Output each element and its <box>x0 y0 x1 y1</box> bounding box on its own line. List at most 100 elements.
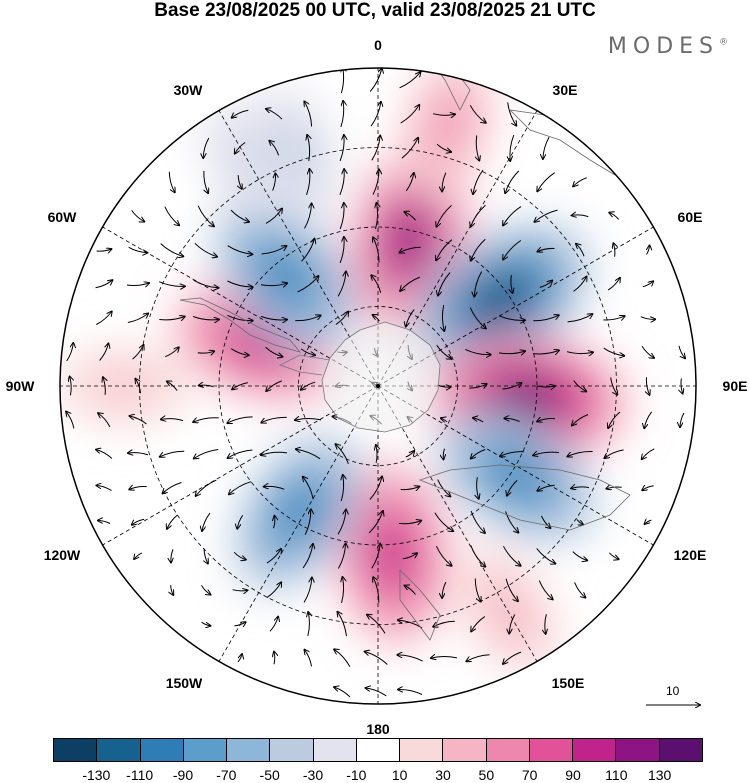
wind-vector <box>539 281 552 288</box>
wind-vector <box>227 280 252 287</box>
wind-vector <box>260 283 287 285</box>
wind-vector <box>163 482 182 494</box>
anomaly-fill-layer <box>60 68 629 677</box>
wind-vector <box>229 481 252 495</box>
wind-vector <box>269 141 280 156</box>
wind-vector <box>603 347 624 356</box>
wind-vector <box>203 137 210 158</box>
wind-vector <box>197 351 214 353</box>
colorbar-tick-label: 130 <box>647 767 672 783</box>
map-border <box>59 67 697 705</box>
wind-vector <box>537 484 555 491</box>
wind-vector <box>405 173 414 192</box>
wind-vector <box>339 169 344 195</box>
wind-vector <box>370 102 381 127</box>
wind-vector <box>339 203 344 230</box>
wind-vector <box>678 345 685 358</box>
wind-vector <box>127 314 148 323</box>
wind-vector <box>369 68 382 92</box>
wind-vector <box>567 314 593 323</box>
wind-vector <box>642 281 653 288</box>
wind-vector <box>572 414 589 426</box>
wind-vector <box>303 578 312 603</box>
colorbar-cell <box>356 739 401 761</box>
wind-vector <box>261 246 287 255</box>
colorbar-tick-label: -130 <box>82 767 111 783</box>
wind-vector <box>433 620 455 627</box>
wind-vector <box>644 411 653 428</box>
lon-label-60w: 60W <box>48 209 78 225</box>
colorbar-cell <box>443 739 487 761</box>
wind-vector <box>274 652 275 665</box>
wind-vector <box>609 213 620 220</box>
wind-vector <box>167 381 178 391</box>
wind-vector <box>132 345 144 360</box>
colorbar-cell <box>659 739 702 761</box>
wind-vector <box>400 487 420 490</box>
wind-vector <box>265 346 283 356</box>
lon-label-0: 0 <box>374 37 382 53</box>
wind-vector <box>171 549 173 563</box>
wind-vector <box>537 418 555 421</box>
wind-vector <box>171 585 174 595</box>
wind-vector <box>442 172 447 192</box>
wind-vector <box>365 652 388 665</box>
wind-vector <box>103 377 105 395</box>
colorbar-cell <box>270 739 314 761</box>
wind-vector <box>202 512 211 531</box>
wind-vector <box>227 245 253 255</box>
wind-vector <box>432 114 455 116</box>
wind-vector <box>70 377 72 396</box>
wind-vector <box>296 449 321 460</box>
wind-vector <box>376 445 377 464</box>
wind-vector <box>306 169 310 196</box>
wind-vector <box>608 552 618 559</box>
lon-label-180: 180 <box>366 721 390 737</box>
wind-vector <box>405 451 414 458</box>
wind-vector <box>474 271 483 297</box>
colorbar-cell <box>529 739 574 761</box>
colorbar-cell <box>227 739 271 761</box>
wind-vector <box>158 281 185 287</box>
wind-vector <box>436 344 452 359</box>
wind-vector <box>238 175 242 189</box>
wind-vector <box>504 418 520 423</box>
colorbar-cell <box>183 739 228 761</box>
wind-vector <box>640 316 655 320</box>
wind-vector <box>372 169 379 195</box>
colorbar-tick-label: 10 <box>391 767 408 783</box>
wind-vector <box>404 212 416 221</box>
wind-vector <box>503 651 522 664</box>
wind-vector <box>230 348 249 356</box>
lon-label-150e: 150E <box>552 675 585 691</box>
wind-vector <box>376 203 378 230</box>
wind-vector <box>230 209 249 222</box>
wind-vector <box>509 614 516 634</box>
wind-vector <box>498 351 525 354</box>
wind-vector <box>128 453 149 455</box>
wind-vector <box>164 206 179 226</box>
wind-vector <box>266 380 282 391</box>
wind-vector <box>473 418 484 423</box>
wind-vector <box>373 237 380 263</box>
brand-logo: MODES® <box>608 34 728 59</box>
lon-label-30w: 30W <box>174 82 204 98</box>
wind-vector <box>470 510 485 533</box>
wind-vector <box>168 171 174 193</box>
wind-vector <box>193 279 219 288</box>
wind-vector <box>438 272 451 296</box>
wind-vector <box>227 314 252 320</box>
anomaly-blob <box>375 526 410 582</box>
wind-vector <box>193 417 219 422</box>
wind-vector <box>339 135 344 162</box>
wind-vector <box>402 553 417 560</box>
wind-vector <box>126 283 149 285</box>
wind-vector <box>95 280 113 289</box>
colorbar-tick-label: 70 <box>521 767 538 783</box>
colorbar-tick-label: -10 <box>346 767 367 783</box>
wind-vector <box>469 307 486 329</box>
longitude-labels: 0 30E 60E 90E 120E 150E 180 150W 120W 90… <box>6 37 748 737</box>
wind-vector <box>469 104 486 123</box>
wind-vector <box>336 444 349 464</box>
wind-vector <box>603 316 624 320</box>
